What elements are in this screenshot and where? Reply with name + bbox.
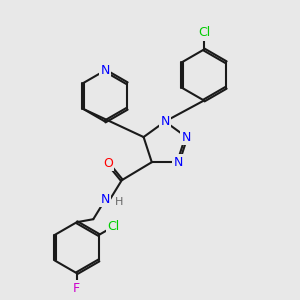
Text: N: N (182, 130, 191, 143)
Text: N: N (100, 193, 110, 206)
Text: N: N (160, 115, 170, 128)
Text: Cl: Cl (198, 26, 210, 40)
Text: N: N (173, 156, 183, 169)
Text: F: F (73, 282, 80, 295)
Text: Cl: Cl (107, 220, 119, 233)
Text: O: O (103, 157, 113, 170)
Text: N: N (100, 64, 110, 77)
Text: H: H (115, 197, 123, 207)
